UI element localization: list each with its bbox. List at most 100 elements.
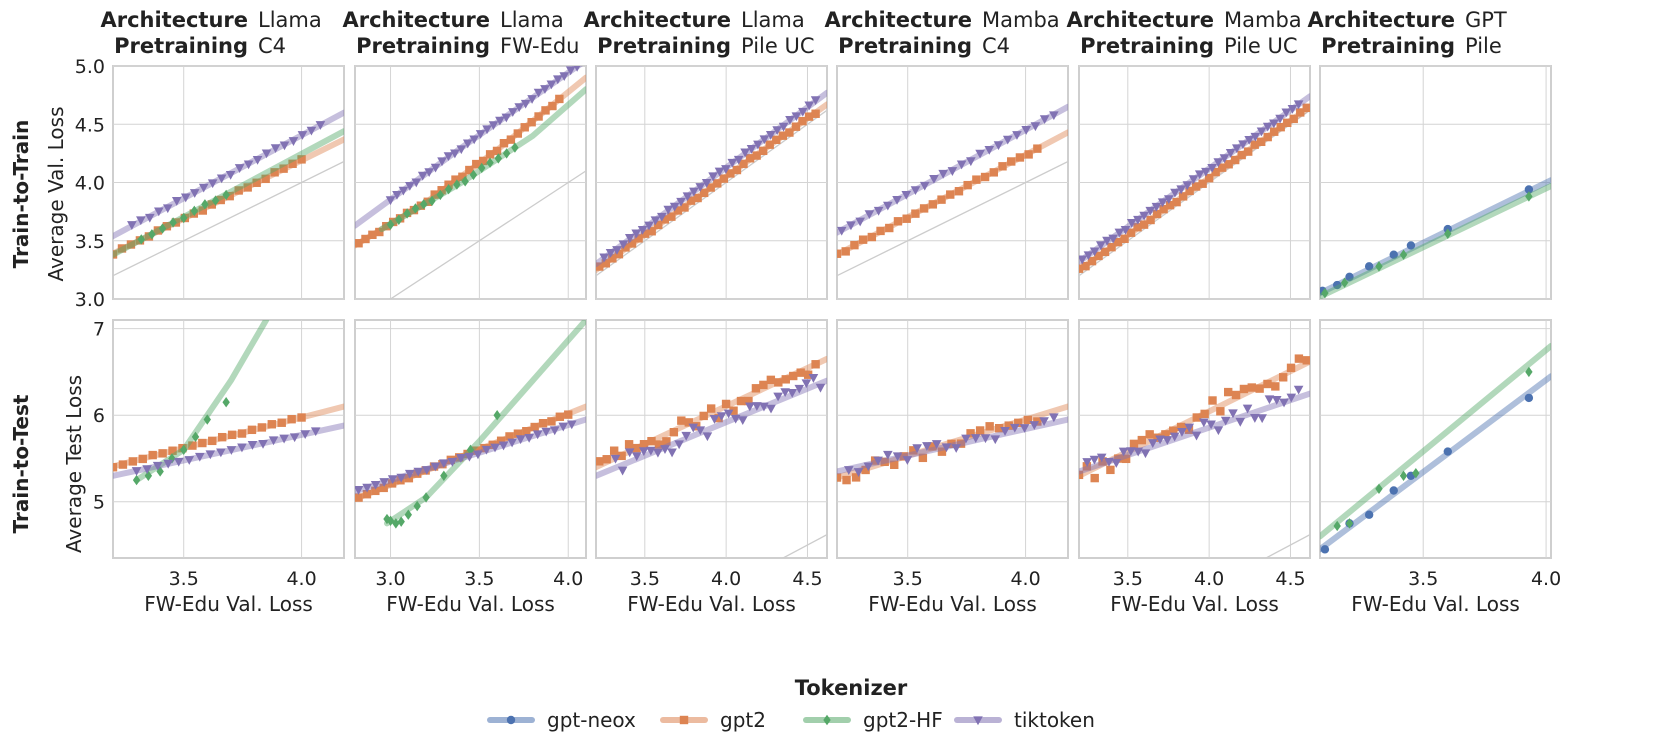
point-tiktoken [173, 457, 184, 467]
point-gpt2 [870, 456, 880, 465]
point-gpt2-HF [211, 195, 220, 206]
panel-1-top [354, 65, 587, 300]
point-tiktoken [864, 210, 875, 220]
point-tiktoken [163, 459, 173, 469]
point-tiktoken [1089, 455, 1100, 465]
point-gpt2 [297, 413, 306, 422]
point-tiktoken [261, 149, 272, 159]
point-gpt2 [277, 418, 286, 427]
point-tiktoken [180, 193, 191, 203]
point-gpt2 [492, 146, 502, 156]
point-tiktoken [279, 434, 289, 444]
point-tiktoken [462, 139, 473, 149]
point-tiktoken [559, 72, 570, 82]
point-tiktoken [1231, 144, 1242, 154]
point-tiktoken [941, 443, 952, 453]
point-tiktoken [1213, 158, 1224, 168]
point-gpt2 [297, 155, 306, 164]
point-gpt2 [128, 457, 138, 466]
point-gpt2-HF [180, 212, 188, 224]
point-gpt2 [530, 422, 539, 432]
point-gpt2-HF [511, 142, 519, 153]
point-tiktoken [1170, 188, 1180, 198]
point-gpt-neox [1389, 250, 1398, 259]
point-tiktoken [843, 466, 854, 475]
point-gpt2 [375, 227, 384, 237]
point-gpt2 [465, 165, 474, 175]
point-gpt2 [1176, 422, 1186, 432]
point-tiktoken [1104, 457, 1114, 467]
point-tiktoken [688, 423, 699, 433]
point-gpt2 [198, 206, 207, 215]
point-gpt2-HF [478, 162, 486, 174]
point-gpt2 [909, 446, 918, 455]
point-tiktoken [1140, 449, 1151, 459]
point-gpt2 [980, 172, 990, 182]
point-tiktoken [1281, 108, 1292, 118]
point-gpt2 [1090, 473, 1099, 483]
point-tiktoken [1039, 115, 1050, 125]
point-gpt2 [1094, 251, 1103, 261]
header-pretraining-value: C4 [258, 34, 286, 58]
point-gpt2-HF [493, 410, 501, 421]
point-gpt2 [1081, 261, 1090, 271]
point-tiktoken [482, 125, 492, 135]
point-tiktoken [1244, 135, 1254, 145]
header-pretraining-key: Pretraining [114, 34, 248, 58]
panel-frame [1319, 319, 1552, 559]
point-gpt2-HF [420, 199, 428, 210]
point-gpt2 [850, 240, 859, 250]
point-tiktoken [901, 190, 912, 200]
row-label-train-to-train: Train-to-Train [9, 120, 33, 269]
point-tiktoken [1157, 198, 1168, 208]
point-gpt2 [1152, 209, 1162, 219]
point-gpt2 [699, 411, 708, 421]
point-gpt2 [880, 457, 889, 467]
point-gpt-neox [1320, 545, 1330, 554]
point-tiktoken [873, 206, 884, 216]
point-gpt2 [632, 443, 641, 453]
point-tiktoken [1257, 414, 1267, 424]
point-tiktoken [300, 430, 310, 440]
point-tiktoken [447, 458, 458, 467]
point-tiktoken [808, 374, 819, 383]
point-tiktoken [387, 475, 398, 484]
point-gpt2 [751, 384, 761, 393]
panel-headers: Architecture Llama Pretraining C4 Architectu… [100, 8, 1506, 58]
point-gpt2 [660, 215, 670, 224]
point-gpt2 [227, 430, 237, 440]
point-tiktoken [883, 450, 893, 460]
point-tiktoken [599, 253, 609, 263]
plot-area [837, 403, 1068, 485]
point-tiktoken [362, 483, 372, 493]
point-gpt2 [975, 426, 985, 435]
point-gpt2 [1121, 454, 1131, 464]
point-tiktoken [413, 467, 424, 477]
point-tiktoken [541, 427, 551, 437]
x-tick-label: 4.5 [1275, 568, 1305, 590]
point-gpt2 [677, 416, 686, 425]
point-tiktoken [127, 221, 137, 230]
point-tiktoken [966, 157, 976, 167]
plot-area [113, 320, 344, 486]
point-gpt2 [772, 135, 781, 144]
point-tiktoken [553, 75, 563, 85]
point-gpt2 [1302, 356, 1310, 365]
point-tiktoken [931, 440, 942, 449]
point-gpt2 [1278, 373, 1288, 382]
point-tiktoken [289, 433, 300, 443]
point-tiktoken [252, 155, 263, 165]
point-gpt2 [919, 204, 929, 213]
point-gpt2-HF [1345, 518, 1354, 529]
point-gpt2 [1204, 173, 1214, 183]
point-tiktoken [1250, 132, 1261, 142]
point-tiktoken [288, 137, 299, 146]
header-pretraining-key: Pretraining [356, 34, 490, 58]
point-gpt2 [506, 135, 516, 144]
point-gpt2 [1161, 430, 1170, 439]
point-tiktoken [669, 202, 680, 212]
point-tiktoken [379, 478, 389, 487]
x-tick-label: 3.5 [1408, 568, 1438, 590]
point-tiktoken [709, 415, 720, 424]
